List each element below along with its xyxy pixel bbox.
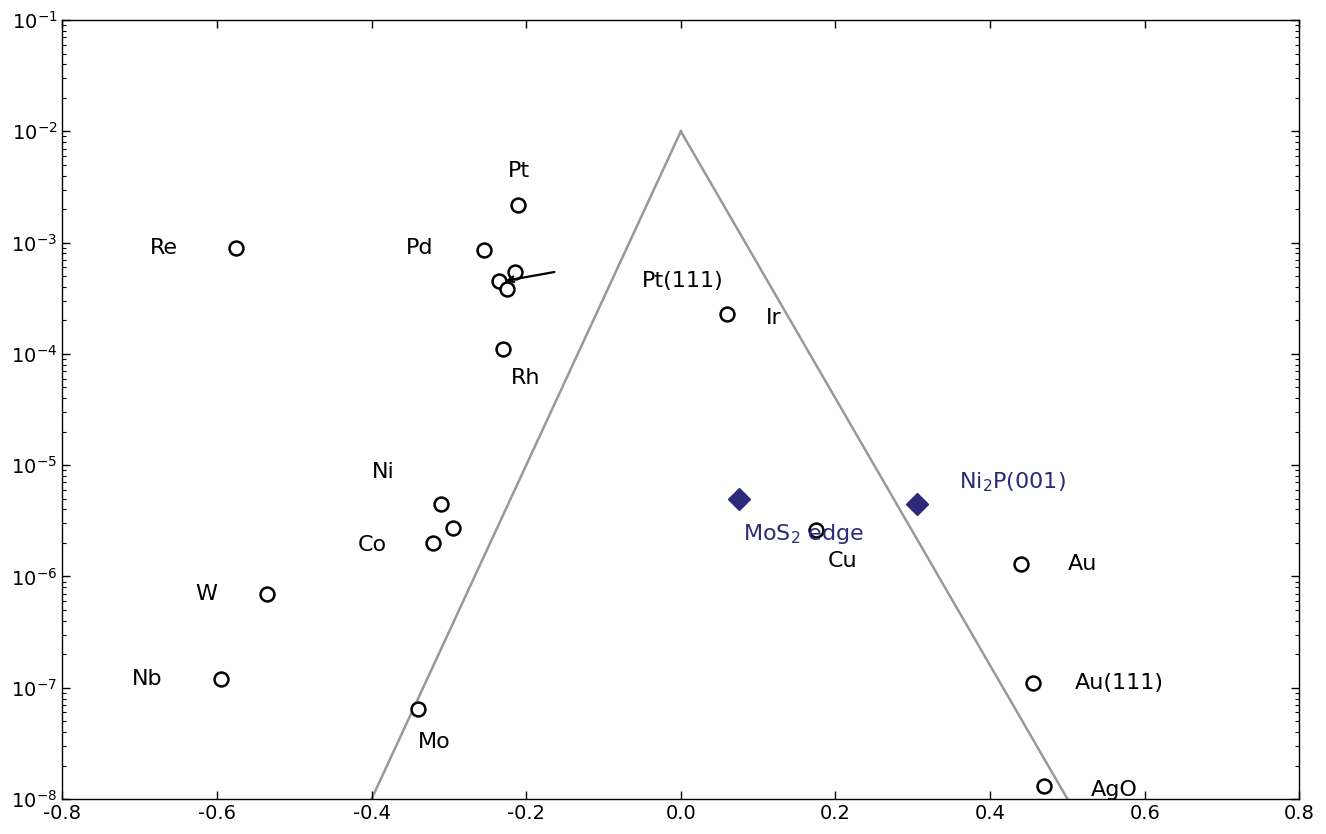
Text: Mo: Mo (418, 732, 451, 752)
Text: Au: Au (1067, 554, 1097, 574)
Text: Ni$_2$P(001): Ni$_2$P(001) (959, 470, 1066, 495)
Text: Ni: Ni (373, 462, 395, 482)
Text: Pd: Pd (406, 238, 434, 258)
Text: Co: Co (358, 535, 387, 555)
Text: MoS$_2$ edge: MoS$_2$ edge (743, 522, 863, 546)
Text: Pt(111): Pt(111) (642, 271, 724, 291)
Text: Cu: Cu (827, 550, 858, 570)
Text: W: W (195, 584, 217, 604)
Text: Rh: Rh (511, 368, 540, 388)
Text: Re: Re (150, 238, 178, 258)
Text: Au(111): Au(111) (1075, 673, 1164, 693)
Text: AgO: AgO (1091, 781, 1138, 800)
Text: Pt: Pt (508, 161, 529, 181)
Text: Nb: Nb (133, 669, 163, 689)
Text: Ir: Ir (766, 308, 781, 328)
